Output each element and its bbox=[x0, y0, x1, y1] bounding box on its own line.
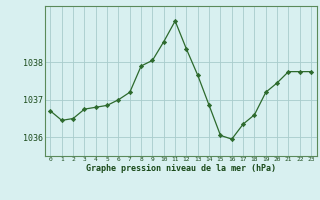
X-axis label: Graphe pression niveau de la mer (hPa): Graphe pression niveau de la mer (hPa) bbox=[86, 164, 276, 173]
